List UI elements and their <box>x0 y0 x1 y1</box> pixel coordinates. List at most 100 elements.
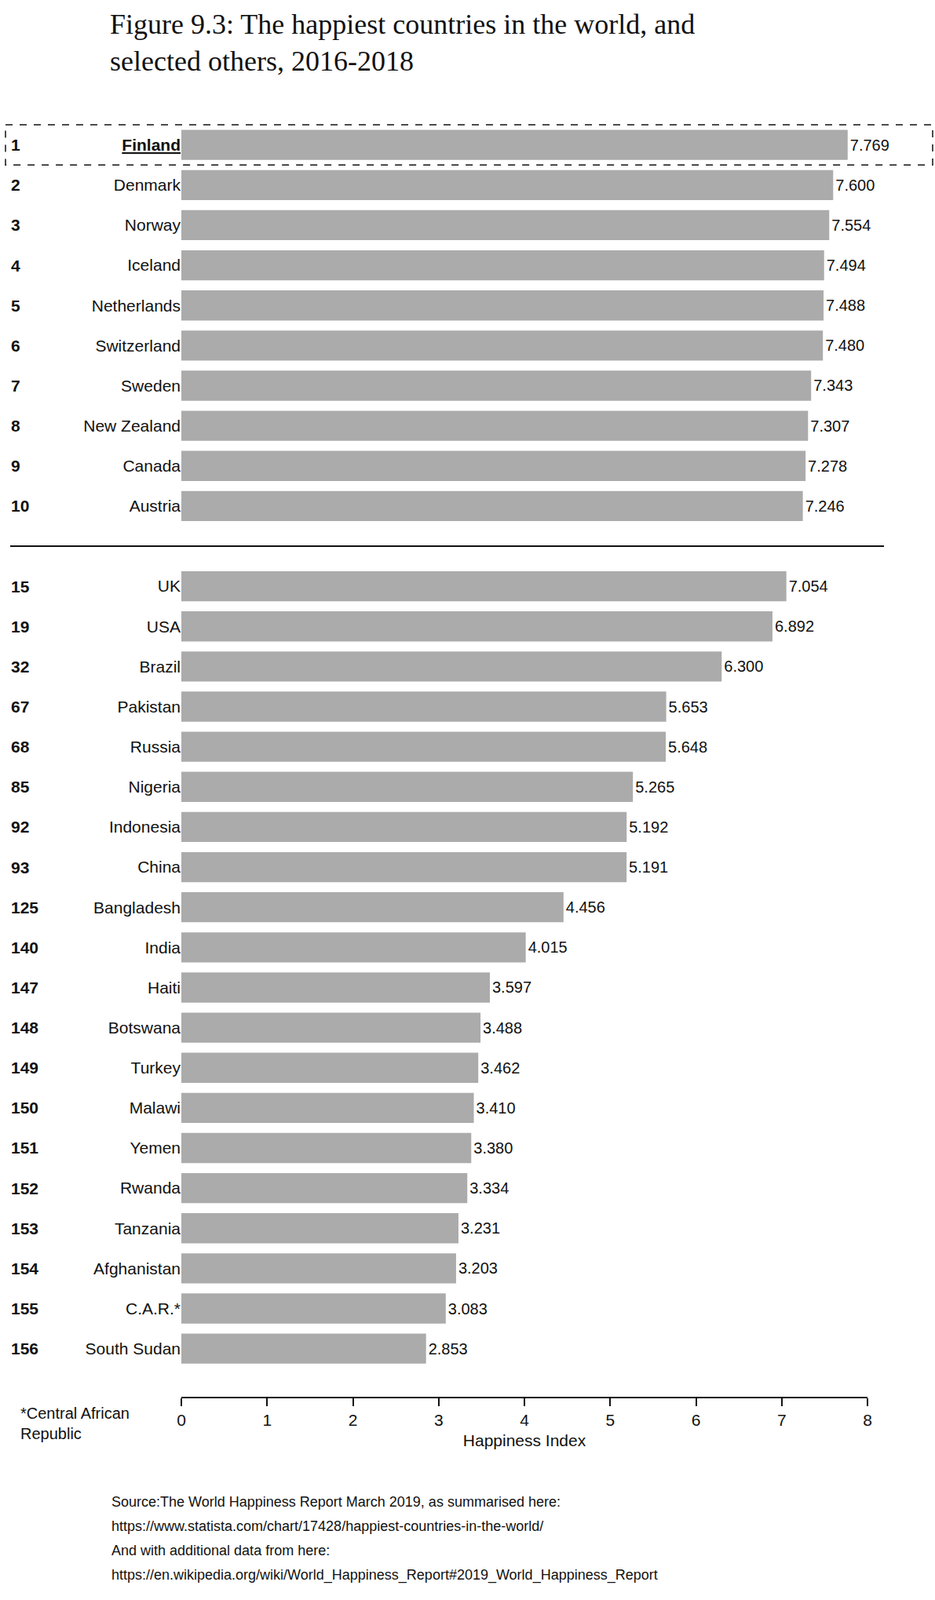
svg-text:4.456: 4.456 <box>566 898 606 917</box>
svg-text:Afghanistan: Afghanistan <box>93 1260 181 1279</box>
svg-text:4: 4 <box>10 256 21 275</box>
svg-text:4.015: 4.015 <box>528 938 568 957</box>
svg-text:92: 92 <box>10 818 30 837</box>
svg-text:Source:The World Happiness Rep: Source:The World Happiness Report March … <box>111 1494 561 1511</box>
svg-text:151: 151 <box>10 1139 39 1158</box>
svg-text:India: India <box>144 938 181 957</box>
svg-text:67: 67 <box>10 697 30 716</box>
svg-text:7.554: 7.554 <box>831 216 871 234</box>
svg-text:150: 150 <box>10 1099 39 1118</box>
svg-text:Tanzania: Tanzania <box>114 1219 181 1239</box>
svg-text:7.343: 7.343 <box>813 376 853 395</box>
svg-text:6.300: 6.300 <box>723 657 764 676</box>
svg-text:5.191: 5.191 <box>628 858 669 877</box>
svg-text:New Zealand: New Zealand <box>83 416 181 435</box>
svg-text:68: 68 <box>10 737 30 757</box>
svg-text:85: 85 <box>10 777 30 797</box>
svg-text:Pakistan: Pakistan <box>116 697 181 716</box>
svg-text:7.488: 7.488 <box>825 296 866 315</box>
svg-text:And with additional data from: And with additional data from here: <box>111 1543 330 1560</box>
svg-text:China: China <box>137 858 181 877</box>
svg-text:3.410: 3.410 <box>476 1099 516 1118</box>
svg-text:2: 2 <box>10 175 21 194</box>
svg-text:https://www.statista.com/chart: https://www.statista.com/chart/17428/hap… <box>111 1519 544 1535</box>
svg-text:Iceland: Iceland <box>127 255 181 274</box>
svg-text:8: 8 <box>862 1411 873 1430</box>
svg-text:Finland: Finland <box>121 135 181 154</box>
svg-text:3.334: 3.334 <box>469 1179 509 1198</box>
svg-text:7.054: 7.054 <box>788 577 829 596</box>
svg-text:15: 15 <box>10 577 30 596</box>
svg-text:7.307: 7.307 <box>810 417 850 435</box>
svg-text:3.083: 3.083 <box>448 1300 488 1319</box>
svg-text:Brazil: Brazil <box>138 657 181 676</box>
svg-text:140: 140 <box>10 938 39 957</box>
svg-text:https://en.wikipedia.org/wiki/: https://en.wikipedia.org/wiki/World_Happ… <box>111 1567 658 1585</box>
svg-text:Figure 9.3: The happiest count: Figure 9.3: The happiest countries in th… <box>109 8 695 77</box>
svg-text:5.265: 5.265 <box>635 778 675 797</box>
svg-text:3: 3 <box>434 1411 444 1430</box>
svg-text:153: 153 <box>10 1219 39 1239</box>
svg-text:6.892: 6.892 <box>774 617 815 636</box>
svg-text:9: 9 <box>10 456 21 475</box>
svg-text:3.597: 3.597 <box>492 978 532 997</box>
svg-text:7.494: 7.494 <box>826 256 866 274</box>
svg-text:6: 6 <box>10 336 21 355</box>
svg-text:Nigeria: Nigeria <box>127 777 181 797</box>
svg-text:8: 8 <box>10 416 21 435</box>
svg-text:Sweden: Sweden <box>120 376 181 395</box>
svg-text:Netherlands: Netherlands <box>91 296 181 315</box>
svg-text:C.A.R.*: C.A.R.* <box>125 1300 181 1319</box>
svg-text:Bangladesh: Bangladesh <box>93 898 181 917</box>
svg-text:6: 6 <box>691 1411 702 1430</box>
svg-text:5: 5 <box>605 1411 615 1430</box>
svg-text:3.462: 3.462 <box>480 1059 520 1078</box>
svg-text:Happiness Index: Happiness Index <box>463 1431 587 1450</box>
svg-text:Switzerland: Switzerland <box>94 336 181 355</box>
svg-text:5: 5 <box>10 296 21 315</box>
svg-text:USA: USA <box>146 617 181 636</box>
svg-text:1: 1 <box>262 1411 272 1430</box>
svg-text:7.278: 7.278 <box>807 457 848 475</box>
svg-text:Denmark: Denmark <box>113 175 182 194</box>
svg-text:2: 2 <box>348 1411 358 1430</box>
svg-text:7: 7 <box>777 1411 787 1430</box>
svg-text:10: 10 <box>10 496 30 515</box>
svg-text:7.246: 7.246 <box>805 497 845 515</box>
svg-text:Haiti: Haiti <box>147 978 181 998</box>
svg-text:1: 1 <box>10 135 21 154</box>
svg-text:Norway: Norway <box>124 215 182 234</box>
svg-text:156: 156 <box>10 1340 39 1359</box>
svg-text:Turkey: Turkey <box>131 1059 182 1078</box>
svg-text:149: 149 <box>10 1059 39 1078</box>
svg-text:5.653: 5.653 <box>668 698 709 716</box>
svg-text:7.480: 7.480 <box>825 336 865 355</box>
svg-text:Canada: Canada <box>122 456 181 475</box>
svg-text:7.769: 7.769 <box>850 136 890 154</box>
svg-text:3.203: 3.203 <box>458 1260 498 1278</box>
svg-text:154: 154 <box>10 1260 39 1279</box>
svg-text:Austria: Austria <box>129 496 182 515</box>
svg-text:125: 125 <box>10 898 39 917</box>
svg-text:4: 4 <box>519 1411 530 1430</box>
svg-text:155: 155 <box>10 1300 39 1319</box>
svg-text:Yemen: Yemen <box>129 1139 181 1158</box>
svg-text:148: 148 <box>10 1019 39 1038</box>
svg-text:Malawi: Malawi <box>129 1099 181 1118</box>
svg-text:Botswana: Botswana <box>108 1019 182 1038</box>
svg-text:Indonesia: Indonesia <box>109 818 181 837</box>
svg-text:32: 32 <box>10 657 30 676</box>
svg-text:7: 7 <box>10 376 21 395</box>
svg-text:3.231: 3.231 <box>460 1219 501 1238</box>
svg-text:3: 3 <box>10 215 21 234</box>
svg-text:3.380: 3.380 <box>473 1139 513 1158</box>
svg-text:152: 152 <box>10 1179 39 1198</box>
svg-text:2.853: 2.853 <box>428 1340 468 1359</box>
svg-text:UK: UK <box>157 577 181 596</box>
svg-text:5.192: 5.192 <box>628 818 669 837</box>
svg-text:South Sudan: South Sudan <box>85 1340 181 1359</box>
svg-text:Rwanda: Rwanda <box>120 1179 181 1198</box>
svg-text:5.648: 5.648 <box>668 738 708 757</box>
svg-text:19: 19 <box>10 617 30 636</box>
svg-text:147: 147 <box>10 978 39 998</box>
